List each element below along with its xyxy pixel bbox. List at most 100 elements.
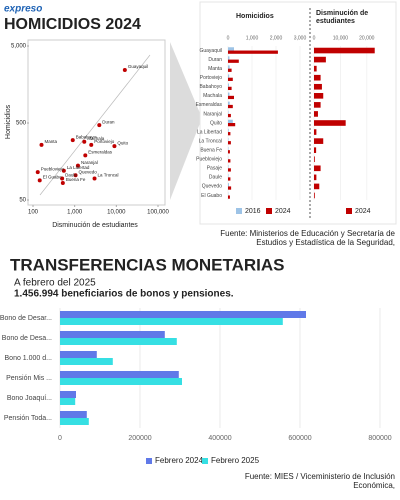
point-label: La Troncal <box>98 173 119 178</box>
x-tick-label: 20,000 <box>359 35 375 41</box>
point-label: Manta <box>45 139 58 144</box>
point-label: Babahoyo <box>76 134 97 139</box>
bar <box>60 358 113 365</box>
y-axis-label: Homicidios <box>5 104 12 139</box>
bar <box>228 47 234 51</box>
point-label: Machala <box>87 136 105 141</box>
x-axis-label: Disminución de estudiantes <box>52 222 138 229</box>
point <box>97 123 102 128</box>
bar <box>60 398 76 405</box>
bar <box>228 68 232 72</box>
y-tick-label: La Troncal <box>199 138 222 144</box>
legend-swatch <box>266 208 272 214</box>
bar <box>314 102 321 108</box>
bar <box>228 77 233 81</box>
bar <box>228 159 231 163</box>
bar <box>60 418 89 425</box>
point <box>73 173 78 178</box>
panel-title: Disminución de estudiantes <box>316 10 369 25</box>
x-tick-label: 100,000 <box>147 210 169 216</box>
bar <box>314 165 321 172</box>
y-tick-label: Pensión Toda... <box>4 415 52 422</box>
legend-label: Febrero 2025 <box>211 456 260 465</box>
bar <box>228 83 229 87</box>
y-tick-label: Babahoyo <box>199 84 222 90</box>
bar <box>60 331 165 338</box>
bar <box>314 83 322 90</box>
y-tick-label: Bono 1.000 d... <box>5 355 53 362</box>
point-label: Naranjal <box>81 160 98 165</box>
bar <box>314 183 320 190</box>
y-tick-label: La Libertad <box>197 129 222 135</box>
bar <box>228 119 233 123</box>
y-tick-label: Daule <box>209 175 222 181</box>
bar <box>314 93 324 99</box>
y-tick-label: Pensión Mis ... <box>6 375 52 382</box>
bar <box>60 411 87 418</box>
y-tick-label: El Guabo <box>201 193 222 199</box>
bar <box>60 391 76 398</box>
bar <box>228 74 230 78</box>
x-tick-label: 1,000 <box>246 35 259 41</box>
bar <box>228 132 231 136</box>
bar <box>314 74 321 81</box>
panel <box>199 1 397 225</box>
bar <box>228 183 229 187</box>
point-label: Guayaquil <box>128 64 148 69</box>
y-tick-label: Bono Joaquí... <box>7 395 52 402</box>
x-tick-label: 400000 <box>208 435 231 442</box>
bar <box>314 156 315 163</box>
bar <box>60 318 283 325</box>
bar <box>228 186 232 190</box>
bar <box>228 177 231 181</box>
y-tick-label: Guayaquil <box>199 48 222 54</box>
bar <box>228 92 230 96</box>
bar <box>228 168 231 172</box>
bar <box>60 311 306 318</box>
y-tick-label: Duran <box>208 57 222 63</box>
bar <box>228 50 278 54</box>
title: TRANSFERENCIAS MONETARIAS <box>10 255 285 274</box>
bar <box>60 351 97 358</box>
point <box>37 178 42 183</box>
y-tick-label: 500 <box>16 121 27 127</box>
bar <box>228 104 233 109</box>
point-label: Duran <box>102 119 115 124</box>
bar <box>314 138 324 144</box>
point-label: Buena Fe <box>66 177 86 182</box>
y-tick-label: Pasaje <box>207 166 223 172</box>
point-label: El Guabo <box>43 175 62 180</box>
bar <box>228 101 230 105</box>
bar <box>314 147 317 153</box>
brand: expreso <box>4 4 42 15</box>
x-tick-label: 800000 <box>368 435 391 442</box>
bar <box>228 123 236 127</box>
legend-swatch <box>202 458 208 464</box>
y-tick-label: Puebloviejo <box>196 157 222 163</box>
legend-label: 2024 <box>355 208 371 215</box>
point <box>89 142 94 147</box>
bar <box>228 86 232 91</box>
point <box>60 176 65 181</box>
y-tick-label: Quevedo <box>202 184 223 190</box>
point <box>61 168 66 173</box>
point <box>35 170 40 175</box>
bar <box>228 128 229 133</box>
source: Fuente: Ministerios de Educación y Secre… <box>220 229 395 247</box>
point <box>75 163 80 168</box>
x-tick-label: 0 <box>313 35 316 41</box>
bar <box>60 378 182 385</box>
bar <box>228 195 230 199</box>
point <box>60 181 65 186</box>
bar <box>314 120 346 126</box>
trend-line <box>39 54 151 196</box>
arrow <box>170 42 202 200</box>
y-tick-label: Bono de Desar... <box>0 315 52 322</box>
point <box>83 153 88 158</box>
x-tick-label: 10,000 <box>107 210 126 216</box>
point-label: Portoviejo <box>94 139 115 144</box>
legend-label: 2024 <box>275 208 291 215</box>
legend-label: Febrero 2024 <box>155 456 204 465</box>
point-label: Puebloviejo <box>41 166 65 171</box>
